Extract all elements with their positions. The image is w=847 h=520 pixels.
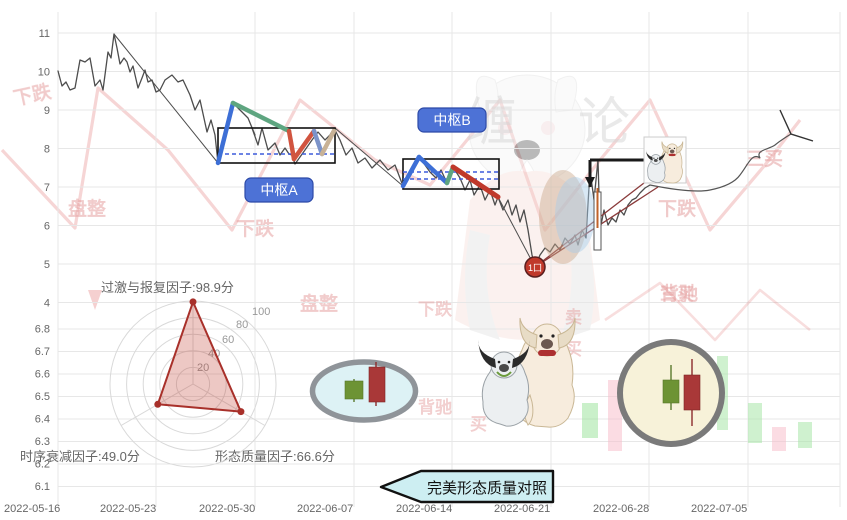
svg-text:6.6: 6.6 — [35, 369, 50, 381]
svg-text:80: 80 — [236, 319, 248, 331]
svg-text:2022-06-07: 2022-06-07 — [297, 503, 353, 515]
svg-text:2022-05-16: 2022-05-16 — [4, 503, 60, 515]
svg-text:9: 9 — [44, 105, 50, 117]
svg-text:8: 8 — [44, 144, 50, 156]
svg-text:时序衰减因子:49.0分: 时序衰减因子:49.0分 — [20, 449, 140, 464]
svg-text:盘整: 盘整 — [300, 292, 338, 315]
svg-text:完美形态质量对照: 完美形态质量对照 — [427, 480, 547, 497]
svg-text:盘整: 盘整 — [68, 197, 106, 220]
svg-text:10: 10 — [38, 67, 50, 79]
svg-text:11: 11 — [39, 28, 50, 40]
svg-text:论: 论 — [578, 94, 630, 152]
svg-text:2022-06-28: 2022-06-28 — [593, 503, 649, 515]
svg-text:2022-07-05: 2022-07-05 — [691, 503, 747, 515]
svg-text:下跌: 下跌 — [418, 300, 453, 319]
svg-text:中枢B: 中枢B — [433, 112, 470, 128]
svg-text:60: 60 — [222, 334, 234, 346]
svg-text:下跌: 下跌 — [236, 217, 275, 240]
svg-text:6: 6 — [44, 221, 50, 233]
svg-text:6.1: 6.1 — [35, 481, 50, 493]
svg-text:2022-06-21: 2022-06-21 — [494, 503, 550, 515]
svg-text:2022-05-23: 2022-05-23 — [100, 503, 156, 515]
svg-text:三买: 三买 — [660, 285, 694, 304]
svg-text:6.3: 6.3 — [35, 436, 50, 448]
svg-text:100: 100 — [252, 306, 270, 318]
svg-text:6.7: 6.7 — [35, 346, 50, 358]
svg-text:2022-06-14: 2022-06-14 — [396, 503, 452, 515]
svg-text:背驰: 背驰 — [418, 397, 452, 417]
svg-text:买: 买 — [470, 415, 487, 434]
svg-text:中枢A: 中枢A — [260, 182, 298, 198]
svg-text:过激与报复因子:98.9分: 过激与报复因子:98.9分 — [101, 280, 234, 295]
svg-text:4: 4 — [44, 298, 50, 310]
svg-text:2022-05-30: 2022-05-30 — [199, 503, 255, 515]
svg-text:5: 5 — [44, 259, 50, 271]
svg-text:下跌: 下跌 — [658, 197, 697, 220]
svg-text:6.4: 6.4 — [35, 414, 50, 426]
svg-text:1囗: 1囗 — [528, 263, 542, 273]
svg-text:6.8: 6.8 — [35, 324, 50, 336]
svg-text:6.5: 6.5 — [35, 391, 50, 403]
svg-text:7: 7 — [44, 182, 50, 194]
